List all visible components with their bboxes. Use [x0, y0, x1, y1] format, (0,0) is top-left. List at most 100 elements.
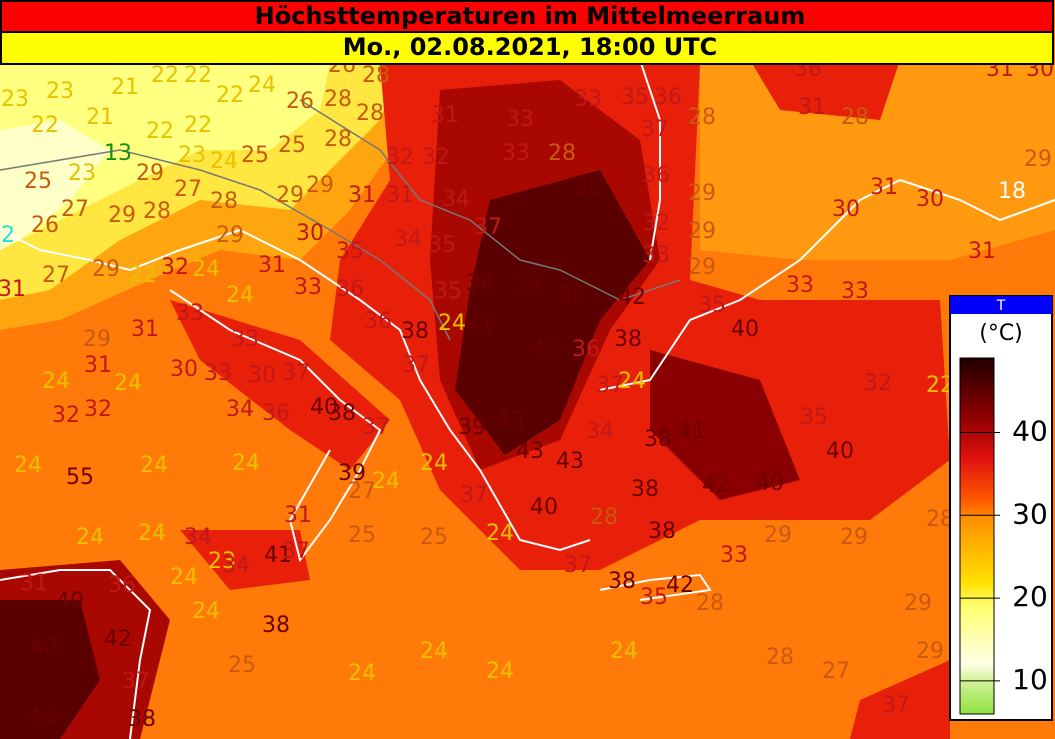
temperature-label: 38	[574, 175, 602, 200]
temperature-label: 24	[618, 369, 646, 394]
temperature-label: 37	[641, 117, 669, 142]
temperature-label: 36	[364, 309, 392, 334]
temperature-label: 33	[786, 273, 814, 298]
temperature-label: 31	[348, 183, 376, 208]
color-bar	[959, 357, 995, 715]
temperature-label: 37	[122, 669, 150, 694]
header: Höchsttemperaturen im Mittelmeerraum Mo.…	[0, 0, 1054, 65]
temperature-label: 35	[698, 293, 726, 318]
temperature-label: 32	[161, 255, 189, 280]
temperature-label: 13	[104, 141, 132, 166]
temperature-label: 22	[31, 113, 59, 138]
temperature-label: 27	[348, 479, 376, 504]
temperature-label: 40	[756, 471, 784, 496]
temperature-label: 38	[466, 271, 494, 296]
temperature-label: 40	[310, 395, 338, 420]
temperature-label: 27	[42, 263, 70, 288]
temperature-label: 23	[178, 143, 206, 168]
temperature-label: 32	[52, 403, 80, 428]
temperature-label: 24	[372, 469, 400, 494]
temperature-label: 22	[216, 83, 244, 108]
temperature-label: 24	[248, 73, 276, 98]
temperature-label: 43	[556, 449, 584, 474]
temperature-label: 24	[42, 369, 70, 394]
temperature-label: 38	[328, 401, 356, 426]
temperature-label: 37	[362, 415, 390, 440]
temperature-label: 41	[264, 543, 292, 568]
temperature-label: 29	[1024, 147, 1052, 172]
temperature-label: 29	[840, 525, 868, 550]
temperature-label: 43	[516, 439, 544, 464]
temperature-label: 31	[431, 103, 459, 128]
temperature-label: 25	[241, 143, 269, 168]
temperature-label: 35	[336, 239, 364, 264]
temperature-label: 33	[294, 275, 322, 300]
temperature-label: 33	[231, 327, 259, 352]
temperature-label: 36	[642, 163, 670, 188]
legend-unit: (°C)	[979, 321, 1023, 346]
temperature-label: 38	[514, 273, 542, 298]
temperature-label: 41	[678, 419, 706, 444]
temperature-label: 24	[76, 525, 104, 550]
temperature-label: 24	[232, 451, 260, 476]
temperature-label: 40	[530, 495, 558, 520]
temperature-label: 35	[800, 405, 828, 430]
temperature-label: 25	[420, 525, 448, 550]
temperature-label: 31	[870, 175, 898, 200]
temperature-label: 28	[324, 127, 352, 152]
temperature-label: 33	[502, 141, 530, 166]
temperature-label: 28	[143, 199, 171, 224]
temperature-label: 24	[114, 371, 142, 396]
temperature-label: 24	[486, 659, 514, 684]
temperature-label: 42	[104, 627, 132, 652]
temperature-label: 28	[324, 87, 352, 112]
temperature-label: 34	[442, 187, 470, 212]
temperature-label: 31	[386, 183, 414, 208]
temperature-label: 28	[841, 105, 869, 130]
temperature-label: 30	[248, 363, 276, 388]
temperature-label: 38	[262, 613, 290, 638]
temperature-label: 2	[1, 223, 15, 248]
temperature-label: 29	[764, 523, 792, 548]
temperature-label: 32	[642, 211, 670, 236]
temperature-label: 21	[111, 75, 139, 100]
temperature-label: 37	[282, 361, 310, 386]
temperature-label: 28	[362, 63, 390, 88]
temperature-label: 30	[170, 357, 198, 382]
temperature-label: 29	[92, 257, 120, 282]
temperature-label: 30	[832, 197, 860, 222]
temperature-label: 31	[284, 503, 312, 528]
legend-tick-label: 40	[1012, 415, 1048, 448]
temperature-label: 24	[348, 661, 376, 686]
temperature-label: 26	[286, 89, 314, 114]
temperature-label: 24	[170, 565, 198, 590]
temperature-label: 38	[128, 707, 156, 732]
temperature-label: 32	[84, 397, 112, 422]
temperature-label: 33	[506, 107, 534, 132]
temperature-label: 42	[666, 573, 694, 598]
temperature-label: 23	[46, 79, 74, 104]
temperature-label: 28	[590, 505, 618, 530]
temperature-label: 33	[574, 87, 602, 112]
temperature-label: 29	[916, 639, 944, 664]
temperature-label: 31	[798, 95, 826, 120]
temperature-label: 37	[460, 483, 488, 508]
temperature-label: 34	[394, 227, 422, 252]
temperature-label: 34	[586, 419, 614, 444]
temperature-label: 38	[558, 283, 586, 308]
temperature-label: 33	[204, 361, 232, 386]
temperature-label: 24	[420, 451, 448, 476]
temperature-label: 38	[644, 427, 672, 452]
temperature-label: 36	[572, 337, 600, 362]
temperature-label: 28	[210, 189, 238, 214]
temperature-label: 39	[458, 415, 486, 440]
temperature-label: 21	[86, 105, 114, 130]
temperature-label: 25	[228, 653, 256, 678]
temperature-label: 29	[83, 327, 111, 352]
temperature-label: 41	[466, 313, 494, 338]
temperature-label: 34	[184, 525, 212, 550]
temperature-label: 40	[731, 317, 759, 342]
temperature-label: 39	[338, 461, 366, 486]
temperature-label: 24	[486, 521, 514, 546]
temperature-label: 38	[631, 477, 659, 502]
